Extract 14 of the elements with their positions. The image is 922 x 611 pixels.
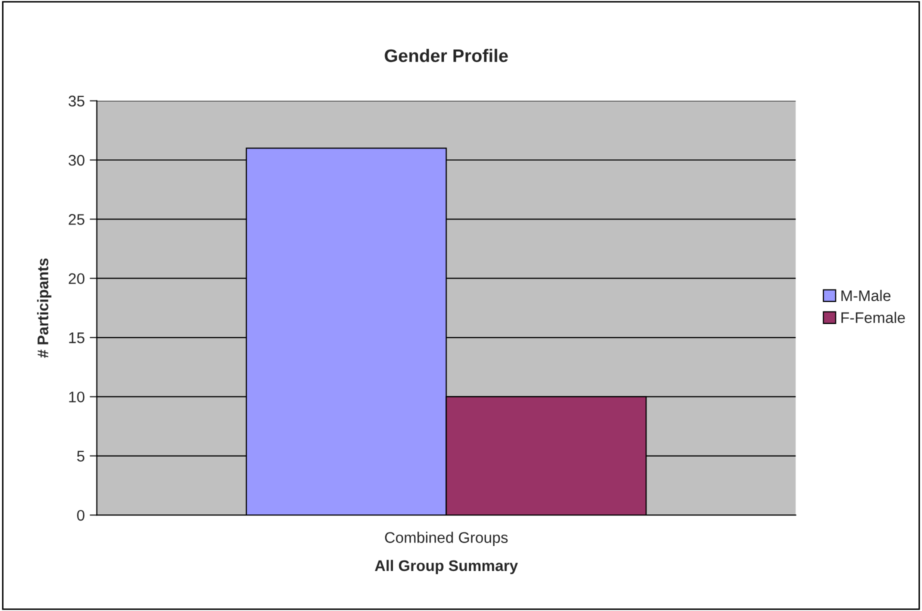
y-tick-label: 10 bbox=[69, 392, 84, 402]
y-tick-label: 35 bbox=[68, 96, 84, 106]
legend-label: M-Male bbox=[841, 290, 890, 302]
legend-label: F-Female bbox=[841, 312, 905, 324]
y-tick-label: 25 bbox=[68, 214, 84, 225]
x-axis-title: All Group Summary bbox=[374, 560, 518, 574]
y-tick-label: 20 bbox=[68, 273, 84, 284]
x-tick-label: Combined Groups bbox=[385, 532, 508, 546]
chart-title: Gender Profile bbox=[384, 48, 508, 62]
y-tick-label: 0 bbox=[77, 510, 84, 521]
y-tick-label: 5 bbox=[77, 450, 84, 462]
y-tick-label: 15 bbox=[69, 332, 84, 344]
y-axis-title: # Participants bbox=[37, 258, 52, 358]
y-tick-label: 30 bbox=[68, 154, 84, 166]
